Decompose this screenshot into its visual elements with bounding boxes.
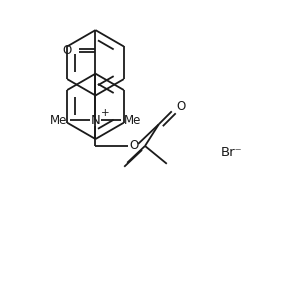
Text: +: + — [101, 108, 110, 118]
Text: Br⁻: Br⁻ — [221, 146, 243, 159]
Text: O: O — [129, 139, 139, 152]
Text: N: N — [91, 114, 100, 127]
Text: Me: Me — [124, 114, 142, 127]
Text: Me: Me — [49, 114, 67, 127]
Text: O: O — [177, 100, 186, 113]
Text: O: O — [63, 44, 72, 57]
